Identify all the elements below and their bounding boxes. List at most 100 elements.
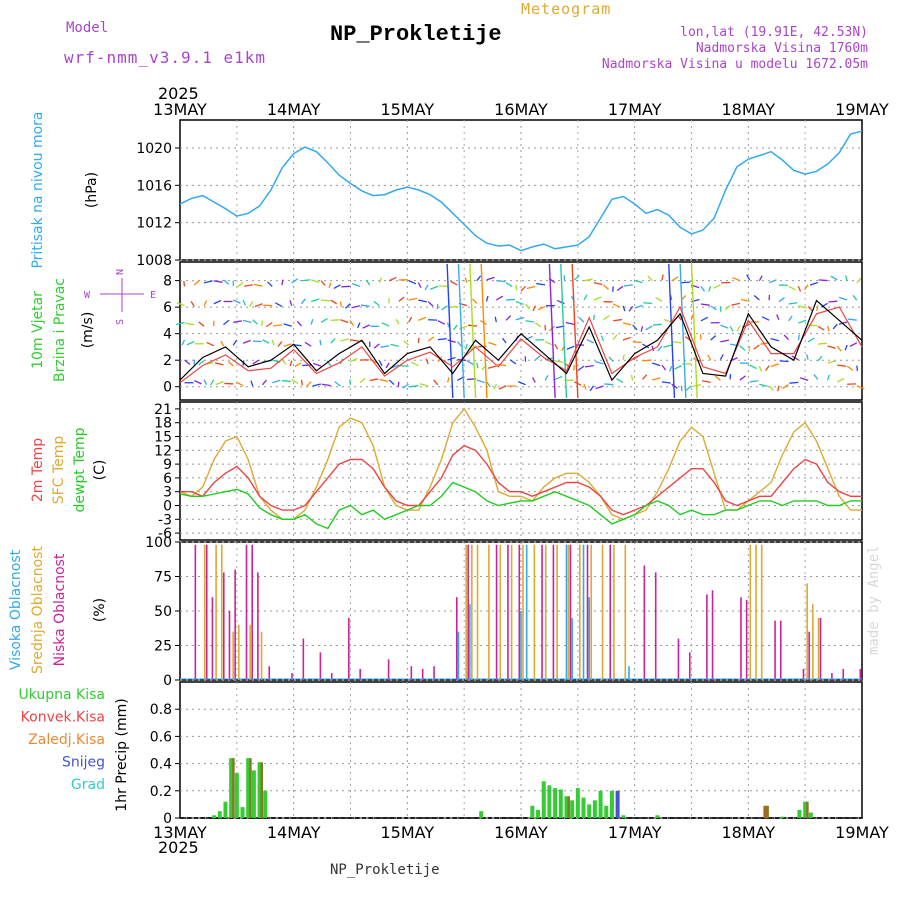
wind-arrow bbox=[365, 279, 371, 286]
wind-arrow bbox=[465, 343, 468, 350]
cloud-ylabel-mid: Srednja Oblacnost bbox=[30, 546, 46, 674]
wind-arrow bbox=[713, 284, 721, 289]
wind-arrow bbox=[724, 304, 731, 311]
wind-arrow bbox=[622, 305, 626, 312]
wind-arrow bbox=[497, 363, 507, 367]
precip-legend-item: Zaledj.Kisa bbox=[28, 732, 105, 748]
wind-arrow bbox=[294, 362, 302, 368]
wind-arrow bbox=[360, 304, 370, 308]
y-tick-label: 6 bbox=[163, 300, 172, 316]
subtitle: Meteogram bbox=[521, 0, 612, 18]
wind-arrow bbox=[388, 276, 397, 282]
wind-arrow bbox=[612, 303, 621, 308]
wind-arrow bbox=[776, 314, 780, 321]
wind-arrow bbox=[330, 338, 336, 344]
wind-arrow bbox=[271, 339, 275, 346]
y-tick-label: 15 bbox=[154, 430, 172, 446]
wind-arrow bbox=[210, 379, 215, 386]
y-tick-label: 4 bbox=[163, 327, 172, 343]
wind-arrow bbox=[320, 299, 330, 302]
wind-arrow bbox=[340, 338, 349, 342]
wind-arrow bbox=[311, 298, 320, 303]
wind-arrow bbox=[190, 301, 195, 307]
precip-bar-conv bbox=[260, 762, 264, 818]
wind-arrow bbox=[253, 283, 263, 287]
wind-arrow bbox=[310, 319, 314, 325]
wind-arrow bbox=[373, 343, 380, 349]
wind-arrow bbox=[320, 318, 328, 323]
wind-arrow bbox=[634, 279, 643, 284]
wind-arrow bbox=[837, 377, 845, 383]
wind-arrow bbox=[411, 361, 419, 367]
wind-arrow bbox=[663, 344, 672, 348]
precip-bar bbox=[234, 773, 239, 818]
wind-arrow bbox=[804, 284, 809, 291]
wind-arrow bbox=[252, 319, 258, 325]
wind-arrow bbox=[671, 276, 679, 282]
wind-arrow bbox=[493, 383, 497, 390]
y-tick-label: -6 bbox=[158, 526, 172, 542]
wind-arrow bbox=[281, 379, 291, 383]
wind-arrow bbox=[630, 374, 634, 381]
wind-arrow bbox=[729, 325, 734, 332]
wind-streak bbox=[469, 263, 477, 399]
wind-arrow bbox=[612, 334, 618, 341]
wind-arrow bbox=[232, 339, 238, 346]
wind-arrow bbox=[334, 381, 341, 387]
wind-arrow bbox=[248, 301, 254, 307]
coords-text: lon,lat (19.91E, 42.53N) bbox=[680, 25, 868, 40]
wind-arrow bbox=[544, 375, 549, 381]
temp-ylabel-sfc: SFC Temp bbox=[51, 436, 67, 505]
wind-streak bbox=[679, 263, 687, 399]
y-tick-label: 0.4 bbox=[150, 757, 172, 773]
y-tick-label: 50 bbox=[154, 604, 172, 620]
wind-arrow bbox=[525, 320, 535, 323]
wind-arrow bbox=[291, 278, 299, 284]
wind-arrow bbox=[603, 315, 610, 321]
wind-arrow bbox=[242, 299, 247, 306]
precip-bar bbox=[240, 807, 245, 818]
wind-arrow bbox=[281, 359, 287, 365]
wind-arrow bbox=[849, 342, 858, 347]
compass-e: E bbox=[150, 290, 156, 301]
wind-arrow bbox=[634, 304, 643, 309]
precip-bar bbox=[530, 805, 535, 818]
wind-arrow bbox=[798, 319, 807, 324]
wind-arrow bbox=[359, 377, 366, 384]
precip-bar bbox=[581, 797, 586, 818]
wind-arrow bbox=[380, 345, 390, 348]
wind-arrow bbox=[777, 385, 780, 392]
precip-bar bbox=[780, 816, 785, 818]
wind-arrow bbox=[390, 343, 400, 347]
wind-arrow bbox=[674, 365, 682, 370]
wind-arrow bbox=[778, 297, 785, 303]
wind-arrow bbox=[506, 298, 516, 301]
wind-arrow bbox=[265, 322, 273, 328]
wind-arrow bbox=[788, 285, 796, 291]
wind-arrow bbox=[643, 302, 653, 305]
wind-arrow bbox=[181, 339, 186, 346]
wind-arrow bbox=[663, 318, 672, 323]
wind-arrow bbox=[534, 355, 541, 361]
wind-arrow bbox=[395, 319, 400, 325]
wind-arrow bbox=[273, 324, 283, 327]
wind-arrow bbox=[604, 383, 614, 386]
wind-arrow bbox=[589, 385, 595, 392]
wind-arrow bbox=[345, 303, 351, 309]
wind-arrow bbox=[797, 286, 802, 292]
wind-arrow bbox=[746, 274, 751, 281]
precip-bar bbox=[598, 790, 603, 818]
wind-arrow bbox=[330, 319, 340, 322]
precip-bar-conv bbox=[249, 758, 252, 818]
temp2m-line bbox=[180, 444, 862, 516]
wind-arrow bbox=[369, 378, 379, 382]
wind-arrow bbox=[427, 301, 434, 307]
wind-arrow bbox=[544, 341, 553, 346]
y-tick-label: 75 bbox=[154, 570, 172, 586]
temp-ylabel-units: (C) bbox=[92, 460, 108, 481]
dewpt-line bbox=[179, 481, 862, 530]
y-tick-label: 2 bbox=[163, 353, 172, 369]
wind-arrow bbox=[739, 375, 746, 381]
wind-arrow bbox=[340, 319, 349, 324]
wind-arrow bbox=[595, 361, 604, 365]
